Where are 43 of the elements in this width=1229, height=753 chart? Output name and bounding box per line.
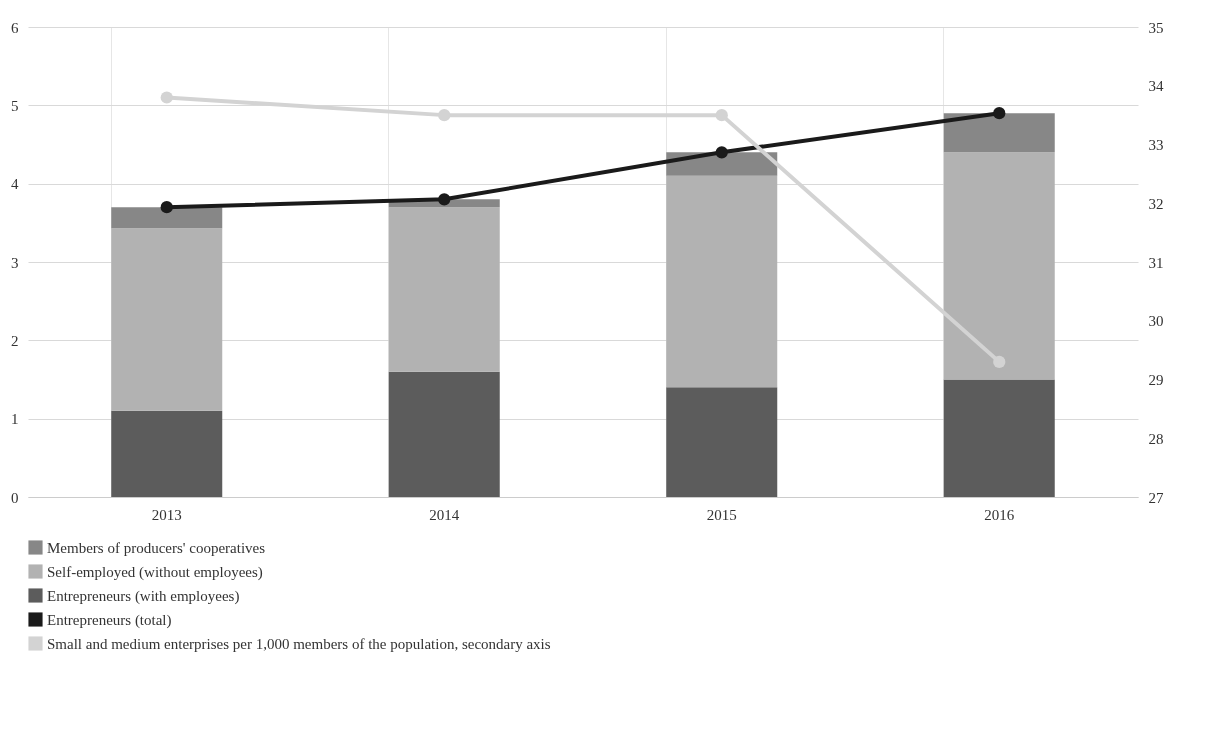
legend-label: Self-employed (without employees)	[47, 563, 263, 581]
y2-tick-label: 29	[1148, 372, 1164, 388]
y-tick-label: 6	[11, 19, 19, 36]
point	[160, 201, 173, 214]
y-tick-label: 1	[11, 411, 19, 428]
bar	[943, 379, 1055, 497]
y-tick-label: 4	[11, 176, 19, 193]
point	[715, 146, 728, 159]
bar	[111, 228, 223, 411]
y2-tick-label: 28	[1148, 430, 1164, 447]
point	[715, 109, 728, 122]
y2-tick-label: 32	[1148, 195, 1164, 212]
bar	[943, 152, 1055, 380]
x-tick-label: 2015	[706, 506, 737, 523]
legend-label: Entrepreneurs (total)	[47, 611, 172, 629]
x-tick-label: 2013	[151, 506, 182, 523]
y-tick-label: 0	[11, 489, 19, 506]
legend-label: Members of producers' cooperatives	[47, 539, 266, 556]
bar	[388, 371, 500, 497]
legend-label: Entrepreneurs (with employees)	[47, 587, 240, 605]
y-tick-label: 2	[11, 332, 19, 349]
legend-label: Small and medium enterprises per 1,000 members of the population, secondary axis	[47, 635, 551, 652]
y2-tick-label: 30	[1148, 313, 1164, 330]
point	[438, 109, 451, 122]
point	[160, 91, 173, 104]
y-tick-label: 3	[11, 254, 19, 271]
point	[993, 107, 1006, 120]
y-tick-label: 5	[11, 97, 19, 114]
x-tick-label: 2014	[429, 506, 460, 523]
bar	[666, 175, 778, 388]
bar	[388, 207, 500, 372]
y2-tick-label: 27	[1148, 489, 1164, 506]
bar	[943, 113, 1055, 153]
point	[438, 193, 451, 206]
y2-tick-label: 31	[1148, 254, 1164, 271]
bar	[666, 387, 778, 497]
point	[993, 355, 1006, 368]
bar	[111, 410, 223, 497]
bar	[111, 207, 223, 229]
y2-tick-label: 35	[1148, 19, 1164, 36]
y2-tick-label: 34	[1148, 78, 1164, 95]
x-tick-label: 2016	[984, 506, 1015, 523]
y2-tick-label: 33	[1148, 137, 1164, 153]
